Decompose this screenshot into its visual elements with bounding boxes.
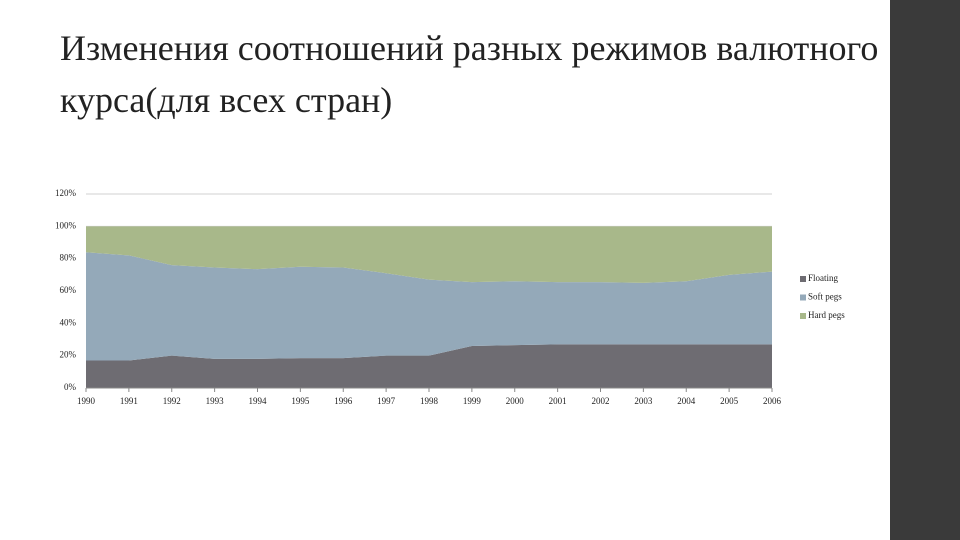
area bbox=[86, 252, 772, 361]
x-tick-label: 1993 bbox=[206, 396, 225, 406]
area bbox=[86, 226, 772, 283]
y-tick-label: 40% bbox=[60, 317, 77, 327]
chart: 0% 20% 40% 60% 80% 100% 120% 1990 1991 1992 1993 19… bbox=[55, 188, 845, 406]
x-tick-label: 1992 bbox=[163, 396, 181, 406]
legend-swatch bbox=[800, 294, 806, 301]
x-tick-label: 1994 bbox=[249, 396, 268, 406]
legend-label: Floating bbox=[808, 273, 839, 283]
x-tick-label: 2001 bbox=[549, 396, 567, 406]
x-tick-label: 1991 bbox=[120, 396, 138, 406]
y-tick-label: 60% bbox=[60, 285, 77, 295]
x-tick-label: 2004 bbox=[677, 396, 696, 406]
x-tick-label: 2005 bbox=[720, 396, 739, 406]
y-tick-label: 0% bbox=[64, 382, 77, 392]
x-tick-label: 1999 bbox=[463, 396, 482, 406]
x-tick-label: 2002 bbox=[592, 396, 610, 406]
y-tick-label: 120% bbox=[55, 188, 77, 198]
y-tick-label: 80% bbox=[60, 253, 77, 263]
side-bar bbox=[890, 0, 960, 540]
legend-label: Hard pegs bbox=[808, 310, 845, 320]
y-tick-label: 20% bbox=[60, 350, 77, 360]
x-tick-label: 2000 bbox=[506, 396, 525, 406]
legend-label: Soft pegs bbox=[808, 292, 842, 302]
x-tick-label: 1990 bbox=[77, 396, 96, 406]
x-tick-label: 1996 bbox=[334, 396, 353, 406]
legend-swatch bbox=[800, 313, 806, 319]
x-tick-label: 1998 bbox=[420, 396, 439, 406]
x-tick-label: 1995 bbox=[291, 396, 310, 406]
area bbox=[86, 344, 772, 388]
legend-swatch bbox=[800, 276, 806, 282]
x-tick-label: 1997 bbox=[377, 396, 396, 406]
x-tick-label: 2003 bbox=[634, 396, 653, 406]
x-tick-label: 2006 bbox=[763, 396, 782, 406]
chart-title: Изменения соотношений разных режимов вал… bbox=[60, 28, 879, 120]
y-tick-label: 100% bbox=[55, 220, 77, 230]
